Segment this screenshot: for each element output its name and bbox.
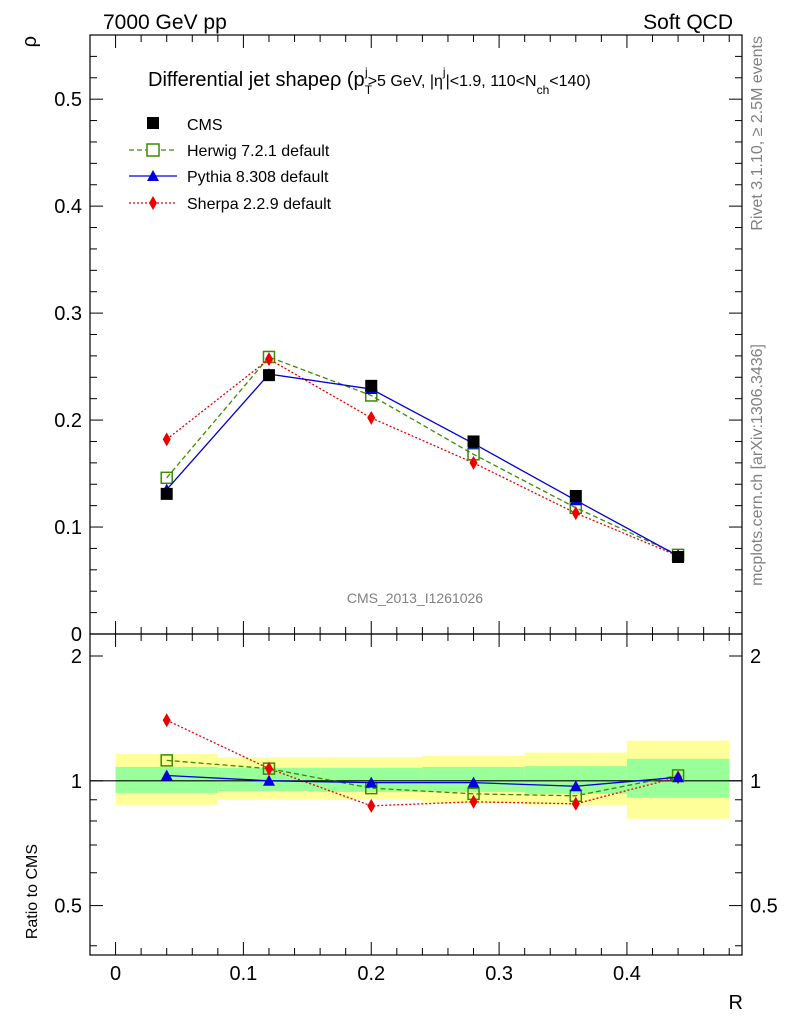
main-line-herwig [166,356,679,556]
ratio-y-tick-label-left-2: 2 [71,646,82,668]
legend-label-herwig: Herwig 7.2.1 default [187,143,330,160]
ratio-y-tick-label-right-2: 2 [750,646,761,668]
legend-marker-pythia [147,170,159,181]
main-cms-point-1 [262,369,275,382]
main-line-pythia [166,373,679,557]
main-y-tick-label-zero: 0 [71,624,82,646]
ratio-y-axis-title: Ratio to CMS [24,844,41,939]
main-sherpa-point-0 [162,432,171,447]
mcplots-label: mcplots.cern.ch [arXiv:1306.3436] [749,344,766,586]
main-sherpa-point-3 [469,455,478,470]
legend: CMS Herwig 7.2.1 default Pythia 8.308 de… [129,117,332,213]
main-y-tick-label-0: 0.1 [54,517,82,539]
ratio-pythia-point-1 [262,774,275,786]
x-tick-label-1: 0.1 [230,963,258,985]
legend-label-cms: CMS [187,117,223,134]
main-y-axis-title: ρ [19,36,41,47]
x-axis-title: R [729,992,743,1014]
ratio-sherpa-point-2 [367,798,376,813]
header-right: Soft QCD [643,11,733,34]
legend-marker-sherpa [149,196,157,210]
main-cms-point-2 [365,379,378,392]
ratio-series-group [160,713,685,813]
main-sherpa-point-4 [571,506,580,521]
ratio-plot-frame [89,633,743,956]
ratio-y-tick-label-left-0: 0.5 [54,896,82,918]
main-cms-point-3 [467,435,480,448]
plot-frames [89,34,743,956]
main-cms-point-5 [672,550,685,563]
legend-marker-cms [147,117,159,129]
x-tick-label-0: 0 [110,963,121,985]
ratio-line-herwig [166,759,679,797]
main-herwig-point-0 [160,471,173,485]
ratio-pythia-point-3 [467,776,480,788]
rivet-label: Rivet 3.1.10, ≥ 2.5M events [749,36,766,231]
ratio-pythia-point-4 [569,780,582,792]
x-tick-label-4: 0.4 [613,963,641,985]
ratio-sherpa-point-4 [571,796,580,811]
main-sherpa-point-2 [367,410,376,425]
ratio-line-sherpa [166,719,679,807]
main-sherpa-point-1 [264,352,273,367]
main-y-tick-label-1: 0.2 [54,410,82,432]
x-tick-label-3: 0.3 [485,963,513,985]
ratio-pythia-point-0 [160,769,173,781]
ratio-herwig-point-0 [160,754,173,767]
ratio-line-pythia [166,774,679,787]
header-left: 7000 GeV pp [103,11,227,34]
ratio-y-tick-label-left-1: 1 [71,771,82,793]
analysis-id: CMS_2013_I1261026 [347,590,483,606]
main-y-tick-label-3: 0.4 [54,196,82,218]
legend-label-sherpa: Sherpa 2.2.9 default [187,196,332,213]
ratio-pythia-point-2 [365,776,378,788]
main-cms-point-4 [569,490,582,503]
ratio-pythia-point-5 [672,771,685,783]
ratio-sherpa-point-1 [264,761,273,776]
chart-title: Differential jet shapeρ (pTj>5 GeV, |ηj|… [148,65,591,97]
ratio-y-tick-label-right-1: 1 [750,771,761,793]
main-series-group [160,350,685,563]
ratio-sherpa-point-0 [162,713,171,728]
legend-marker-herwig [146,143,160,157]
x-tick-label-2: 0.2 [357,963,385,985]
main-cms-point-0 [160,487,173,500]
main-y-tick-label-2: 0.3 [54,303,82,325]
main-y-tick-label-4: 0.5 [54,89,82,111]
axes-group: 0.1 0.2 0.3 0.4 0.5 0 0 0.1 0.2 0.3 0.4 0.5 0.5 1 1 2 2 [54,34,778,985]
ratio-y-tick-label-right-0: 0.5 [750,896,778,918]
main-line-sherpa [166,358,679,557]
ratio-sherpa-point-3 [469,794,478,809]
legend-label-pythia: Pythia 8.308 default [187,169,329,186]
